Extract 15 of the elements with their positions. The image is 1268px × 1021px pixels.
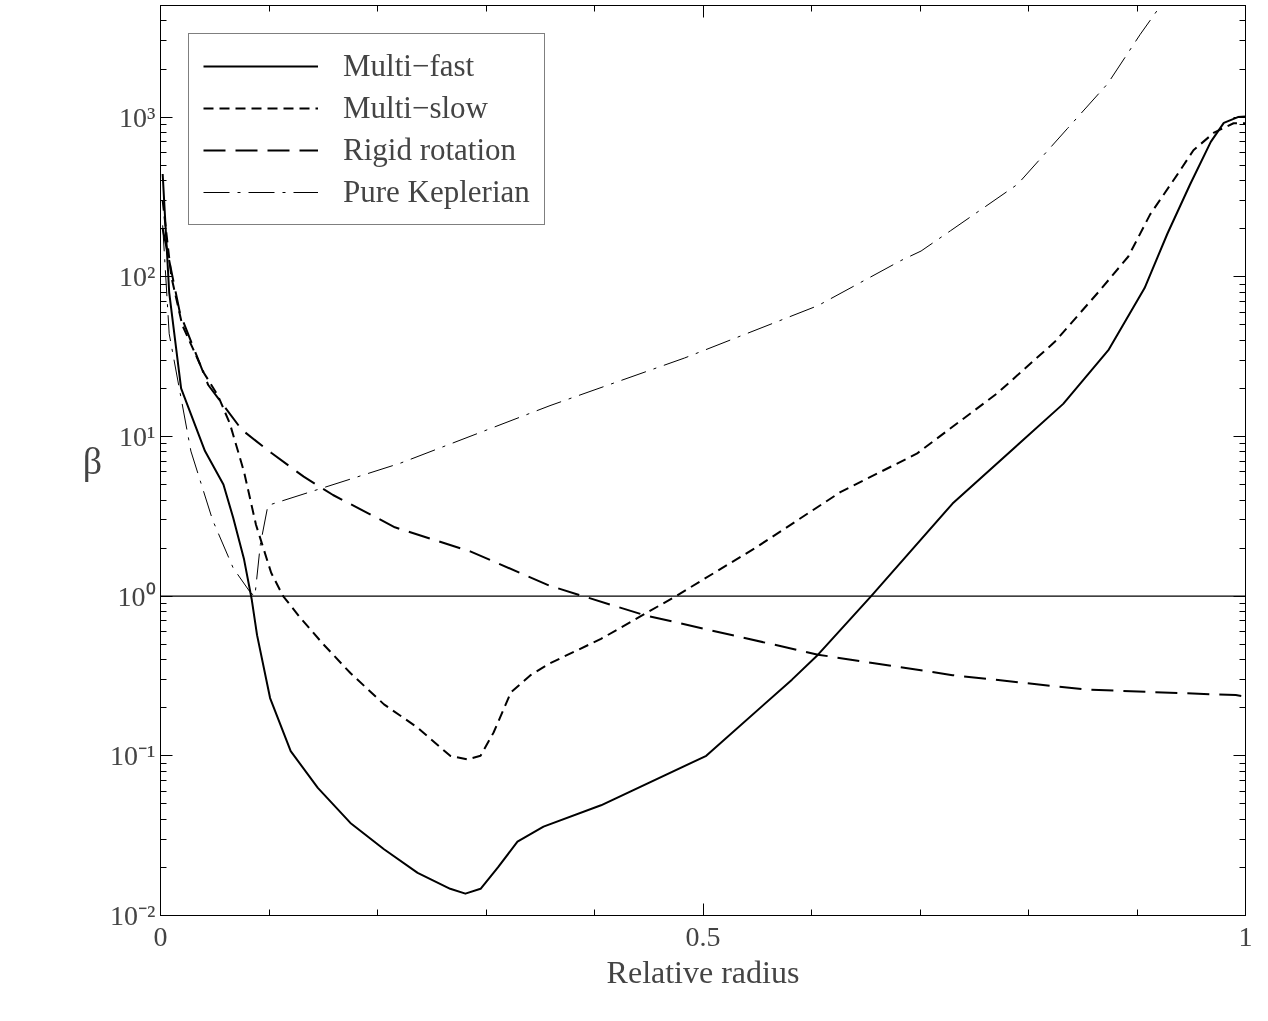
y-tick-label: 10⁻² — [110, 900, 156, 931]
legend-label: Pure Keplerian — [343, 174, 530, 210]
legend-label: Rigid rotation — [343, 132, 517, 168]
y-tick-label: 10² — [119, 261, 156, 293]
y-tick-label: 10⁰ — [117, 580, 156, 612]
y-tick-label: 10¹ — [119, 420, 156, 452]
y-tick-label: 10³ — [119, 101, 156, 133]
x-axis-title: Relative radius — [606, 953, 800, 990]
x-tick-label: 0 — [153, 920, 168, 952]
x-tick-label: 1 — [1238, 920, 1253, 952]
x-tick-label: 0.5 — [685, 920, 721, 952]
y-axis-title: β — [82, 439, 103, 482]
legend-label: Multi−slow — [343, 90, 488, 126]
y-tick-label: 10⁻¹ — [110, 740, 156, 772]
legend-label: Multi−fast — [343, 48, 475, 84]
